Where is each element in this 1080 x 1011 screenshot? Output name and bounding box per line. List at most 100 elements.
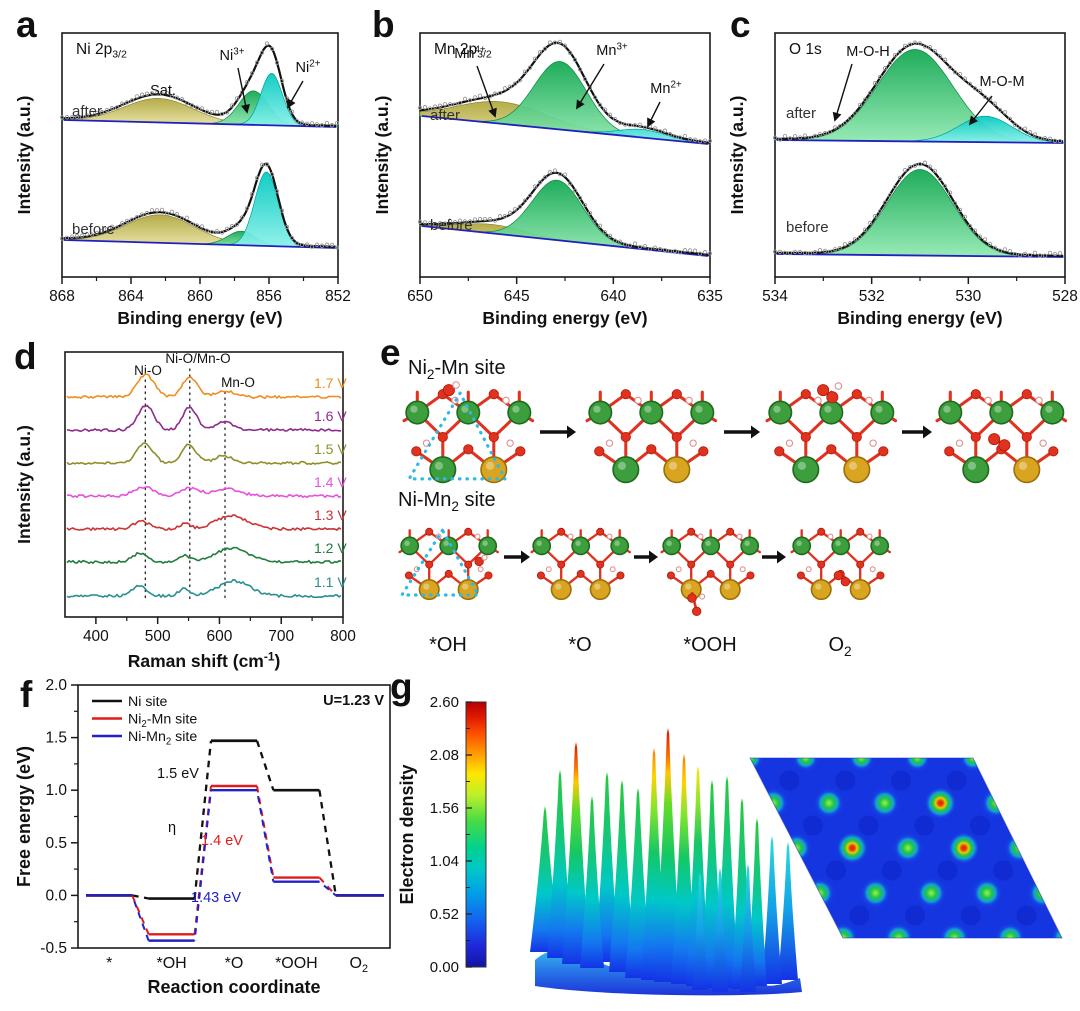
svg-text:*O: *O	[225, 955, 244, 972]
svg-text:800: 800	[330, 628, 356, 645]
svg-text:Reaction coordinate: Reaction coordinate	[147, 977, 320, 997]
svg-text:*OH: *OH	[429, 634, 467, 656]
svg-text:0.0: 0.0	[45, 887, 67, 904]
panel-a-letter: a	[16, 4, 37, 45]
svg-text:Ni2-Mn site: Ni2-Mn site	[128, 712, 197, 730]
svg-text:before: before	[430, 217, 473, 234]
svg-text:*: *	[106, 955, 112, 972]
svg-text:Ni-Mn2 site: Ni-Mn2 site	[398, 489, 496, 514]
svg-text:*OOH: *OOH	[683, 634, 736, 656]
svg-text:852: 852	[325, 288, 351, 305]
svg-text:700: 700	[268, 628, 294, 645]
svg-text:Ni site: Ni site	[128, 694, 168, 710]
electron-density-surface	[530, 728, 802, 996]
svg-text:635: 635	[697, 288, 723, 305]
svg-text:500: 500	[145, 628, 171, 645]
svg-text:864: 864	[118, 288, 144, 305]
svg-text:530: 530	[955, 288, 981, 305]
svg-text:Mn4+: Mn4+	[454, 44, 486, 62]
svg-text:400: 400	[83, 628, 109, 645]
svg-text:η: η	[168, 820, 176, 836]
svg-text:*OOH: *OOH	[275, 955, 318, 972]
svg-text:Ni-O: Ni-O	[134, 363, 162, 378]
svg-text:before: before	[72, 221, 115, 238]
svg-text:0.00: 0.00	[430, 959, 459, 976]
svg-text:M-O-H: M-O-H	[846, 44, 890, 60]
svg-text:640: 640	[600, 288, 626, 305]
svg-text:before: before	[786, 219, 829, 236]
svg-text:U=1.23 V: U=1.23 V	[323, 693, 384, 709]
svg-text:2.08: 2.08	[430, 747, 459, 764]
svg-text:1.43 eV: 1.43 eV	[191, 890, 241, 906]
svg-text:Mn3+: Mn3+	[596, 41, 628, 59]
structure-*O-row1	[585, 389, 718, 484]
svg-text:*OH: *OH	[156, 955, 186, 972]
svg-text:after: after	[430, 107, 460, 124]
svg-text:Binding energy (eV): Binding energy (eV)	[117, 308, 282, 328]
svg-text:1.1 V: 1.1 V	[314, 574, 347, 590]
svg-text:Intensity (a.u.): Intensity (a.u.)	[14, 425, 34, 544]
svg-text:O2: O2	[350, 955, 369, 975]
svg-text:Ni-Mn2 site: Ni-Mn2 site	[128, 729, 197, 747]
svg-text:Raman shift (cm-1): Raman shift (cm-1)	[128, 649, 281, 671]
svg-text:1.7 V: 1.7 V	[314, 375, 347, 391]
svg-text:-0.5: -0.5	[40, 940, 67, 957]
svg-text:M-O-M: M-O-M	[979, 74, 1024, 90]
svg-text:534: 534	[762, 288, 788, 305]
svg-text:528: 528	[1052, 288, 1078, 305]
svg-text:856: 856	[256, 288, 282, 305]
svg-text:Ni2+: Ni2+	[296, 58, 321, 76]
svg-text:Binding energy (eV): Binding energy (eV)	[482, 308, 647, 328]
svg-text:Ni3+: Ni3+	[220, 46, 245, 64]
svg-text:868: 868	[49, 288, 75, 305]
svg-text:Mn-O: Mn-O	[221, 375, 255, 390]
svg-text:0.5: 0.5	[45, 835, 67, 852]
structure-*O-row2	[530, 527, 632, 601]
panel-a-xps-chart: 868 864 860 856 852 Binding energy (eV) Intens…	[14, 32, 351, 328]
svg-text:1.04: 1.04	[430, 853, 459, 870]
svg-text:Intensity (a.u.): Intensity (a.u.)	[14, 96, 34, 215]
svg-text:1.5 V: 1.5 V	[314, 441, 347, 457]
svg-text:1.3 V: 1.3 V	[314, 507, 347, 523]
svg-text:1.4 V: 1.4 V	[314, 474, 347, 490]
panel-f-free-energy-chart: 2.0 1.5 1.0 0.5 0.0 -0.5 Ni site Ni2-Mn siteNi-…	[14, 677, 391, 997]
panel-e-mechanism-diagram: Ni2-Mn site Ni-Mn2 site *OH *O *OOH O2	[398, 357, 1068, 659]
svg-text:1.0: 1.0	[45, 782, 67, 799]
svg-text:Sat.: Sat.	[150, 83, 176, 99]
svg-text:1.5 eV: 1.5 eV	[157, 766, 199, 782]
svg-text:Intensity (a.u.): Intensity (a.u.)	[372, 96, 392, 215]
svg-text:Free energy (eV): Free energy (eV)	[14, 746, 34, 887]
svg-text:1.4 eV: 1.4 eV	[201, 833, 243, 849]
panel-d-raman-chart: 400 500 600 700 800 Raman shift (cm-1) Intensi…	[14, 351, 356, 671]
svg-text:1.56: 1.56	[430, 800, 459, 817]
structure-O2-row2	[790, 527, 892, 601]
panel-b-xps-chart: 650 645 640 635 Binding energy (eV) Intensity…	[372, 32, 723, 328]
svg-text:Ni 2p3/2: Ni 2p3/2	[76, 41, 127, 61]
structure-O2-row1	[935, 389, 1068, 484]
svg-text:2.0: 2.0	[45, 677, 67, 694]
panel-c-letter: c	[730, 4, 751, 45]
svg-text:1.2 V: 1.2 V	[314, 540, 347, 556]
svg-text:Mn2+: Mn2+	[650, 79, 682, 97]
svg-text:Electron density: Electron density	[397, 764, 417, 904]
svg-text:0.52: 0.52	[430, 906, 459, 923]
svg-text:Binding energy (eV): Binding energy (eV)	[837, 308, 1002, 328]
panel-f-letter: f	[20, 674, 33, 715]
svg-text:860: 860	[187, 288, 213, 305]
svg-text:after: after	[786, 105, 816, 122]
panel-g-electron-density: 2.60 2.08 1.56 1.04 0.52 0.00 Electron density	[397, 694, 1063, 996]
svg-text:*O: *O	[568, 634, 591, 656]
svg-text:532: 532	[859, 288, 885, 305]
panel-d-letter: d	[14, 336, 37, 377]
panel-c-xps-chart: 534 532 530 528 Binding energy (eV) Intensity…	[727, 32, 1078, 328]
panel-e-letter: e	[380, 332, 401, 373]
svg-text:600: 600	[207, 628, 233, 645]
svg-text:Ni-O/Mn-O: Ni-O/Mn-O	[165, 351, 230, 366]
panel-g-letter: g	[390, 666, 413, 707]
structure-*OOH-row2	[660, 527, 762, 617]
svg-text:2.60: 2.60	[430, 694, 459, 711]
svg-text:1.5: 1.5	[45, 730, 67, 747]
svg-text:O 1s: O 1s	[789, 41, 822, 58]
